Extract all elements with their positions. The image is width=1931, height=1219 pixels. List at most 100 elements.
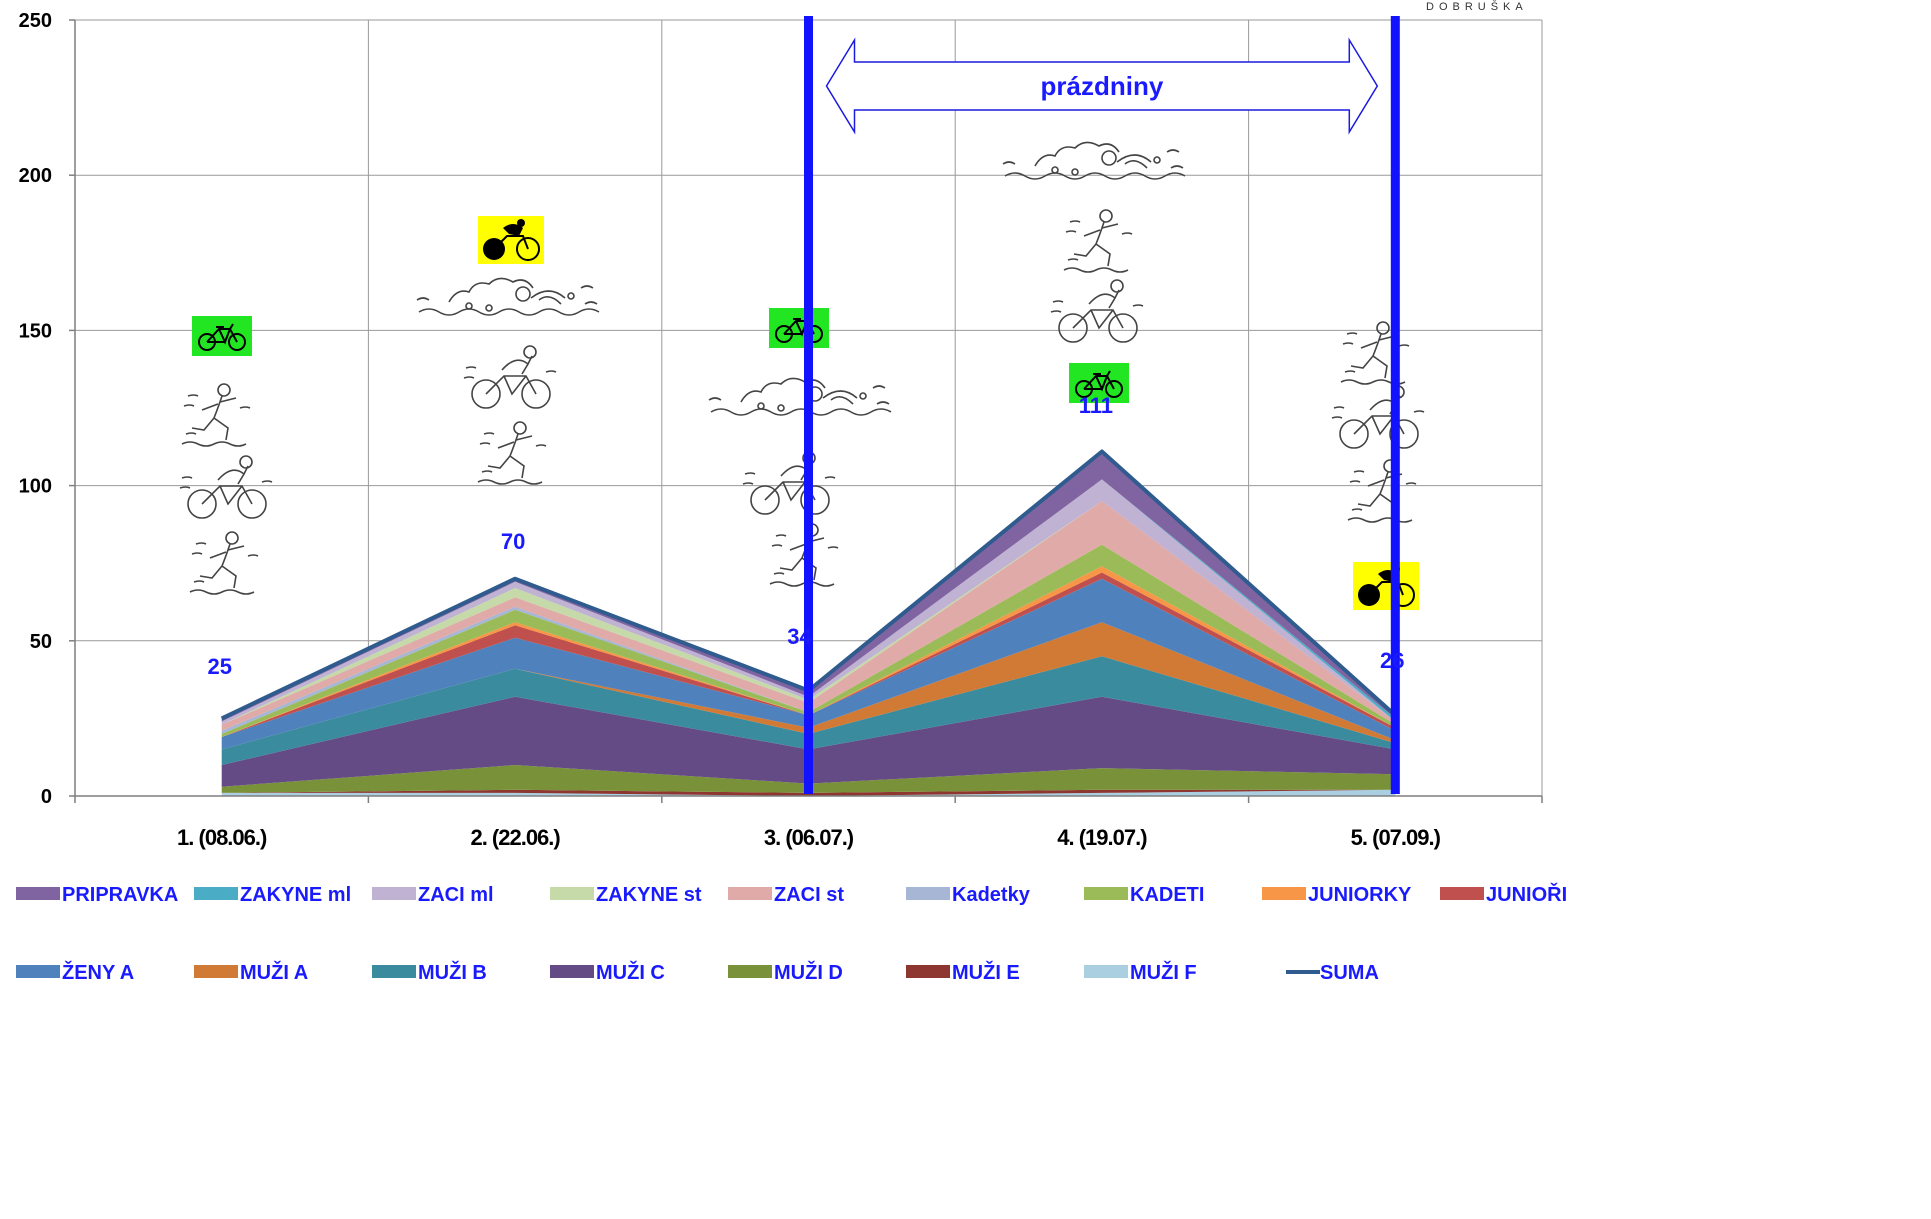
legend-swatch — [1084, 887, 1128, 900]
legend-item: ZACI st — [728, 884, 844, 906]
swimming-icon — [708, 377, 892, 416]
legend-swatch — [550, 965, 594, 978]
x-tick-label: 4. (19.07.) — [1057, 825, 1147, 850]
holiday-boundary-line — [1390, 16, 1400, 794]
mtb-bike-icon — [192, 316, 252, 356]
legend-label: MUŽI A — [240, 960, 308, 984]
legend-label: Kadetky — [952, 884, 1031, 906]
legend-label: ZACI st — [774, 884, 844, 906]
cycling-icon-glyph — [1050, 279, 1144, 343]
legend-label: ZAKYNE st — [596, 884, 702, 906]
area-muži-d — [221, 765, 1396, 793]
running-icon — [181, 383, 251, 447]
legend-label: JUNIORKY — [1308, 884, 1412, 906]
holiday-markers: prázdniny — [804, 16, 1400, 794]
holiday-label: prázdniny — [1041, 71, 1164, 101]
legend-item: JUNIOŘI — [1440, 882, 1567, 906]
legend-item: SUMA — [1286, 962, 1379, 984]
y-tick-label: 100 — [19, 476, 52, 498]
data-label: 25 — [207, 654, 231, 679]
legend-item: MUŽI E — [906, 960, 1020, 984]
legend-item: KADETI — [1084, 884, 1204, 906]
discipline-icons — [179, 141, 1425, 610]
x-tick-label: 5. (07.09.) — [1351, 825, 1441, 850]
legend-item: ZAKYNE ml — [194, 884, 351, 906]
area-muži-b — [221, 656, 1396, 765]
axes: 0 50 100 150 200 250 1. (08.06.) 2. (22.06.) 3. … — [19, 10, 1543, 850]
area-muži-c — [221, 696, 1396, 787]
running-icon — [189, 531, 259, 595]
cycling-icon-glyph — [742, 451, 836, 515]
y-tick-label: 150 — [19, 320, 52, 342]
y-tick-label: 50 — [30, 631, 52, 653]
area-junioři — [221, 572, 1396, 737]
area-ženy-a — [221, 578, 1396, 750]
x-tick-label: 2. (22.06.) — [470, 825, 560, 850]
legend-swatch — [1262, 887, 1306, 900]
running-icon-glyph — [181, 383, 251, 447]
running-icon — [1063, 209, 1133, 273]
data-label: 34 — [787, 624, 812, 649]
cycling-icon-glyph — [463, 345, 557, 409]
swimming-icon — [1002, 141, 1186, 180]
legend-item: Kadetky — [906, 884, 1031, 906]
road-bike-icon — [478, 216, 544, 264]
y-tick-label: 200 — [19, 165, 52, 187]
legend-item: ZACI ml — [372, 884, 494, 906]
swimming-icon-glyph — [1002, 141, 1186, 180]
legend-item: JUNIORKY — [1262, 884, 1412, 906]
legend-label: MUŽI D — [774, 960, 843, 984]
legend-swatch — [550, 887, 594, 900]
running-icon — [1347, 459, 1417, 523]
legend-swatch — [194, 965, 238, 978]
legend-swatch — [372, 965, 416, 978]
legend-item: MUŽI D — [728, 960, 843, 984]
cycling-icon-glyph — [1331, 385, 1425, 449]
area-muži-f — [221, 789, 1396, 796]
legend-swatch — [906, 965, 950, 978]
legend-label: SUMA — [1320, 962, 1379, 984]
cycling-icon — [1050, 279, 1144, 343]
legend-label: PRIPRAVKA — [62, 884, 178, 906]
data-labels: 25 70 34 111 26 — [207, 393, 1404, 679]
x-tick-label: 1. (08.06.) — [177, 825, 267, 850]
cycling-icon — [742, 451, 836, 515]
legend-item: MUŽI A — [194, 960, 308, 984]
holiday-boundary-line — [804, 16, 813, 794]
running-icon — [477, 421, 547, 485]
cycling-icon-glyph — [179, 455, 273, 519]
swimming-icon-glyph — [708, 377, 892, 416]
legend-item: MUŽI C — [550, 960, 665, 984]
data-label: 111 — [1079, 393, 1113, 418]
y-tick-label: 250 — [19, 10, 52, 32]
x-tick-label: 3. (06.07.) — [764, 825, 854, 850]
legend-item: MUŽI F — [1084, 960, 1197, 984]
road-bike-icon — [1353, 562, 1419, 610]
mtb-bike-icon — [769, 308, 829, 348]
running-icon-glyph — [1063, 209, 1133, 273]
running-icon-glyph — [1347, 459, 1417, 523]
logo-text: DOBRUŠKA — [1426, 0, 1528, 13]
legend-label: ZAKYNE ml — [240, 884, 351, 906]
legend-label: JUNIOŘI — [1486, 882, 1567, 906]
data-label: 26 — [1380, 648, 1404, 673]
legend-label: MUŽI E — [952, 960, 1020, 984]
legend-item: MUŽI B — [372, 960, 487, 984]
holiday-arrow — [825, 37, 1379, 135]
running-icon-glyph — [189, 531, 259, 595]
legend-label: ZACI ml — [418, 884, 494, 906]
swimming-icon-glyph — [416, 277, 600, 316]
legend-swatch — [906, 887, 950, 900]
stacked-areas — [220, 449, 1397, 796]
legend-item: ŽENY A — [16, 960, 134, 984]
swimming-icon — [416, 277, 600, 316]
legend-swatch — [1440, 887, 1484, 900]
legend-swatch — [728, 887, 772, 900]
legend-item: ZAKYNE st — [550, 884, 702, 906]
cycling-icon — [179, 455, 273, 519]
legend-swatch — [1084, 965, 1128, 978]
area-muži-a — [221, 622, 1396, 750]
legend-swatch — [372, 887, 416, 900]
legend-label: ŽENY A — [62, 960, 134, 984]
legend-swatch — [194, 887, 238, 900]
